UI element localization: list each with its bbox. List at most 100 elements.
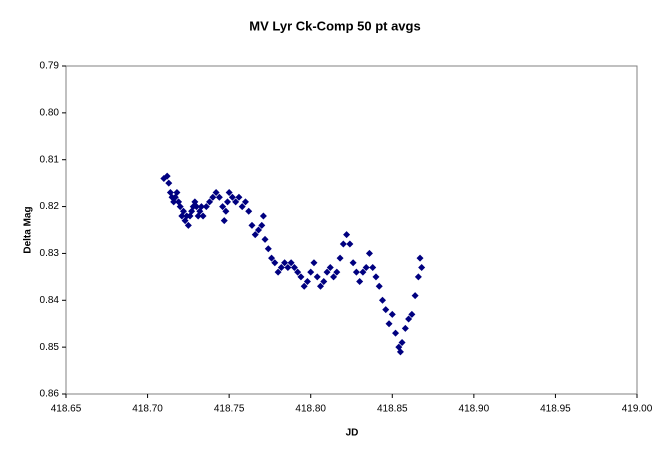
point xyxy=(352,268,360,276)
point xyxy=(313,273,321,281)
y-tick-label: 0.80 xyxy=(40,107,60,118)
point xyxy=(323,268,331,276)
point xyxy=(343,231,351,239)
point xyxy=(382,306,390,314)
point xyxy=(215,193,223,201)
y-tick-label: 0.81 xyxy=(40,154,60,165)
x-tick-label: 419.00 xyxy=(622,404,653,415)
point xyxy=(224,198,232,206)
point xyxy=(290,263,298,271)
point xyxy=(369,263,377,271)
y-tick-label: 0.83 xyxy=(40,248,60,259)
point xyxy=(320,278,328,286)
point xyxy=(297,273,305,281)
point xyxy=(184,221,192,229)
point xyxy=(378,296,386,304)
point xyxy=(255,226,263,234)
point xyxy=(300,282,308,290)
point xyxy=(303,278,311,286)
point xyxy=(277,263,285,271)
point xyxy=(251,231,259,239)
point xyxy=(396,348,404,356)
point xyxy=(336,254,344,262)
point xyxy=(199,212,207,220)
point xyxy=(284,263,292,271)
point xyxy=(317,282,325,290)
x-tick-label: 418.80 xyxy=(295,404,326,415)
point xyxy=(193,203,201,211)
x-tick-label: 418.70 xyxy=(132,404,163,415)
point xyxy=(271,259,279,267)
point xyxy=(385,320,393,328)
point xyxy=(212,189,220,197)
point xyxy=(264,245,272,253)
x-tick-label: 418.75 xyxy=(214,404,245,415)
point xyxy=(268,254,276,262)
point xyxy=(418,263,426,271)
point xyxy=(258,221,266,229)
chart-title: MV Lyr Ck-Comp 50 pt avgs xyxy=(249,18,420,33)
point xyxy=(165,179,173,187)
point xyxy=(287,259,295,267)
point xyxy=(388,310,396,318)
point xyxy=(339,240,347,248)
point xyxy=(333,268,341,276)
point xyxy=(359,268,367,276)
y-tick-label: 0.79 xyxy=(40,61,60,72)
point xyxy=(356,278,364,286)
y-tick-label: 0.85 xyxy=(40,342,60,353)
point xyxy=(307,268,315,276)
point xyxy=(274,268,282,276)
y-tick-label: 0.84 xyxy=(40,295,60,306)
point xyxy=(225,189,233,197)
point xyxy=(310,259,318,267)
point xyxy=(202,203,210,211)
point xyxy=(222,207,230,215)
point xyxy=(411,292,419,300)
plot-area xyxy=(65,65,638,395)
x-tick-label: 418.65 xyxy=(51,404,82,415)
point xyxy=(401,324,409,332)
point xyxy=(238,203,246,211)
point xyxy=(330,273,338,281)
point xyxy=(179,207,187,215)
point xyxy=(326,263,334,271)
point xyxy=(365,249,373,257)
point xyxy=(414,273,422,281)
point xyxy=(232,198,240,206)
x-tick-label: 418.90 xyxy=(459,404,490,415)
point xyxy=(228,193,236,201)
point xyxy=(398,338,406,346)
y-tick-label: 0.82 xyxy=(40,201,60,212)
point xyxy=(245,207,253,215)
x-axis-title: JD xyxy=(346,428,359,439)
point xyxy=(235,193,243,201)
point xyxy=(375,282,383,290)
point xyxy=(173,189,181,197)
point xyxy=(176,203,184,211)
point xyxy=(349,259,357,267)
point xyxy=(281,259,289,267)
point xyxy=(392,329,400,337)
y-tick-label: 0.86 xyxy=(40,389,60,400)
point xyxy=(294,268,302,276)
point xyxy=(259,212,267,220)
point xyxy=(163,172,171,180)
point xyxy=(206,198,214,206)
point xyxy=(220,217,228,225)
point xyxy=(219,203,227,211)
point xyxy=(372,273,380,281)
point xyxy=(405,315,413,323)
point xyxy=(416,254,424,262)
point xyxy=(408,310,416,318)
y-axis-title: Delta Mag xyxy=(23,206,34,253)
point xyxy=(362,263,370,271)
point xyxy=(241,198,249,206)
point xyxy=(346,240,354,248)
point xyxy=(261,235,269,243)
x-tick-label: 418.95 xyxy=(540,404,571,415)
point xyxy=(248,221,256,229)
x-tick-label: 418.85 xyxy=(377,404,408,415)
point xyxy=(209,193,217,201)
